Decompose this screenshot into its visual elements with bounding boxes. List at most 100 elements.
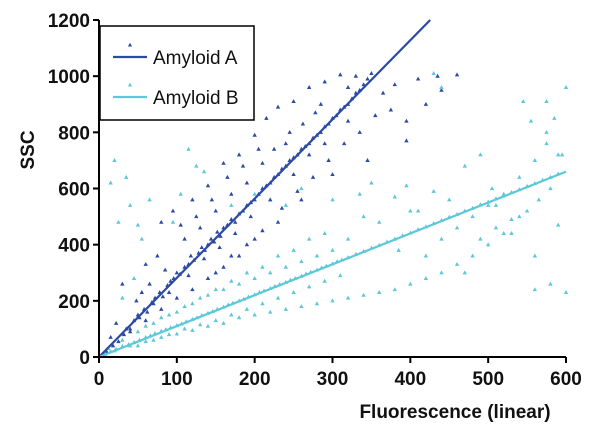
data-point — [544, 99, 549, 104]
data-point — [229, 191, 234, 196]
x-axis-label: Fluorescence (linear) — [359, 402, 550, 423]
x-tick-label: 100 — [161, 369, 193, 390]
data-point — [470, 253, 475, 258]
data-point — [517, 174, 522, 179]
data-point — [108, 180, 113, 185]
data-point — [544, 141, 549, 146]
data-point — [357, 129, 362, 134]
data-point — [318, 101, 324, 106]
data-point — [197, 225, 203, 230]
data-point — [415, 76, 421, 81]
data-point — [256, 146, 261, 151]
data-point — [178, 191, 183, 196]
data-point — [380, 90, 386, 95]
data-point — [556, 152, 561, 157]
y-tick-label: 1000 — [48, 67, 90, 88]
data-point — [310, 174, 316, 179]
data-point — [338, 273, 343, 278]
y-tick-label: 200 — [58, 292, 90, 313]
data-point — [532, 158, 538, 163]
data-point — [213, 318, 218, 323]
ticks: 0 100 200 300 400 500 600 0 200 400 600 800 1000 1200 — [48, 11, 582, 390]
data-point — [139, 290, 145, 294]
data-point — [135, 343, 141, 348]
data-point — [244, 180, 250, 185]
data-point — [213, 287, 218, 292]
data-point — [524, 208, 530, 213]
data-point — [208, 236, 214, 241]
data-point — [174, 295, 180, 300]
data-point — [217, 245, 222, 250]
data-point — [299, 197, 304, 202]
data-point — [493, 225, 499, 230]
data-point — [182, 304, 187, 309]
legend-box — [99, 25, 255, 121]
data-point — [388, 107, 394, 112]
data-point — [182, 326, 187, 331]
data-point — [194, 214, 199, 219]
legend-items: Amyloid A Amyloid B — [113, 42, 239, 109]
data-point — [186, 146, 191, 151]
data-point — [357, 191, 362, 196]
data-point — [112, 158, 117, 163]
data-point — [190, 301, 195, 306]
data-point — [147, 197, 152, 202]
data-point — [345, 85, 351, 89]
data-point — [166, 332, 172, 337]
data-point — [275, 295, 281, 300]
data-point — [439, 236, 444, 241]
data-point — [528, 118, 534, 123]
data-point — [233, 231, 238, 236]
data-point — [431, 70, 436, 75]
data-point — [229, 253, 234, 258]
data-point — [291, 172, 296, 177]
data-point — [159, 315, 164, 320]
data-point — [275, 104, 281, 109]
data-point — [295, 188, 300, 193]
data-point — [271, 146, 277, 151]
data-point — [365, 158, 370, 163]
data-point — [489, 186, 495, 191]
trendlines — [98, 19, 567, 359]
trendline-series-2 — [98, 170, 567, 359]
data-point — [536, 197, 541, 202]
data-point — [330, 172, 335, 177]
data-point — [116, 219, 121, 224]
data-point — [113, 320, 119, 325]
y-tick-label: 0 — [79, 348, 90, 369]
x-tick-label: 0 — [94, 369, 105, 390]
data-point — [306, 236, 312, 241]
data-point — [326, 158, 331, 163]
data-point — [408, 281, 413, 286]
data-point — [291, 247, 296, 252]
data-point — [396, 247, 401, 252]
data-point — [190, 197, 195, 202]
data-point — [120, 337, 125, 342]
data-point — [236, 253, 242, 258]
x-tick-label: 200 — [239, 369, 271, 390]
data-point — [300, 121, 306, 126]
data-point — [236, 315, 242, 320]
data-point — [252, 191, 257, 196]
data-point — [454, 225, 460, 230]
data-point — [322, 79, 327, 84]
data-point — [485, 202, 491, 207]
data-point — [201, 169, 207, 174]
data-point — [377, 290, 382, 294]
data-point — [190, 287, 195, 292]
data-point — [552, 115, 557, 120]
data-point — [260, 160, 265, 165]
data-point — [194, 163, 199, 168]
data-point — [213, 270, 218, 275]
x-tick-label: 600 — [550, 369, 582, 390]
data-point — [322, 231, 327, 236]
data-point — [306, 284, 312, 289]
data-point — [345, 118, 351, 123]
data-point — [159, 334, 164, 339]
data-point — [283, 141, 288, 146]
data-point — [120, 295, 125, 300]
data-point — [166, 312, 172, 317]
data-point — [131, 275, 137, 280]
data-point — [532, 253, 538, 258]
data-point — [145, 309, 150, 314]
